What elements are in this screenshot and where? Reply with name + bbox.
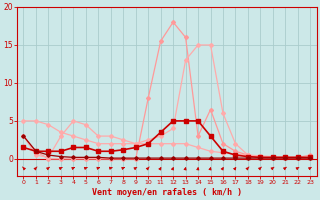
- X-axis label: Vent moyen/en rafales ( km/h ): Vent moyen/en rafales ( km/h ): [92, 188, 242, 197]
